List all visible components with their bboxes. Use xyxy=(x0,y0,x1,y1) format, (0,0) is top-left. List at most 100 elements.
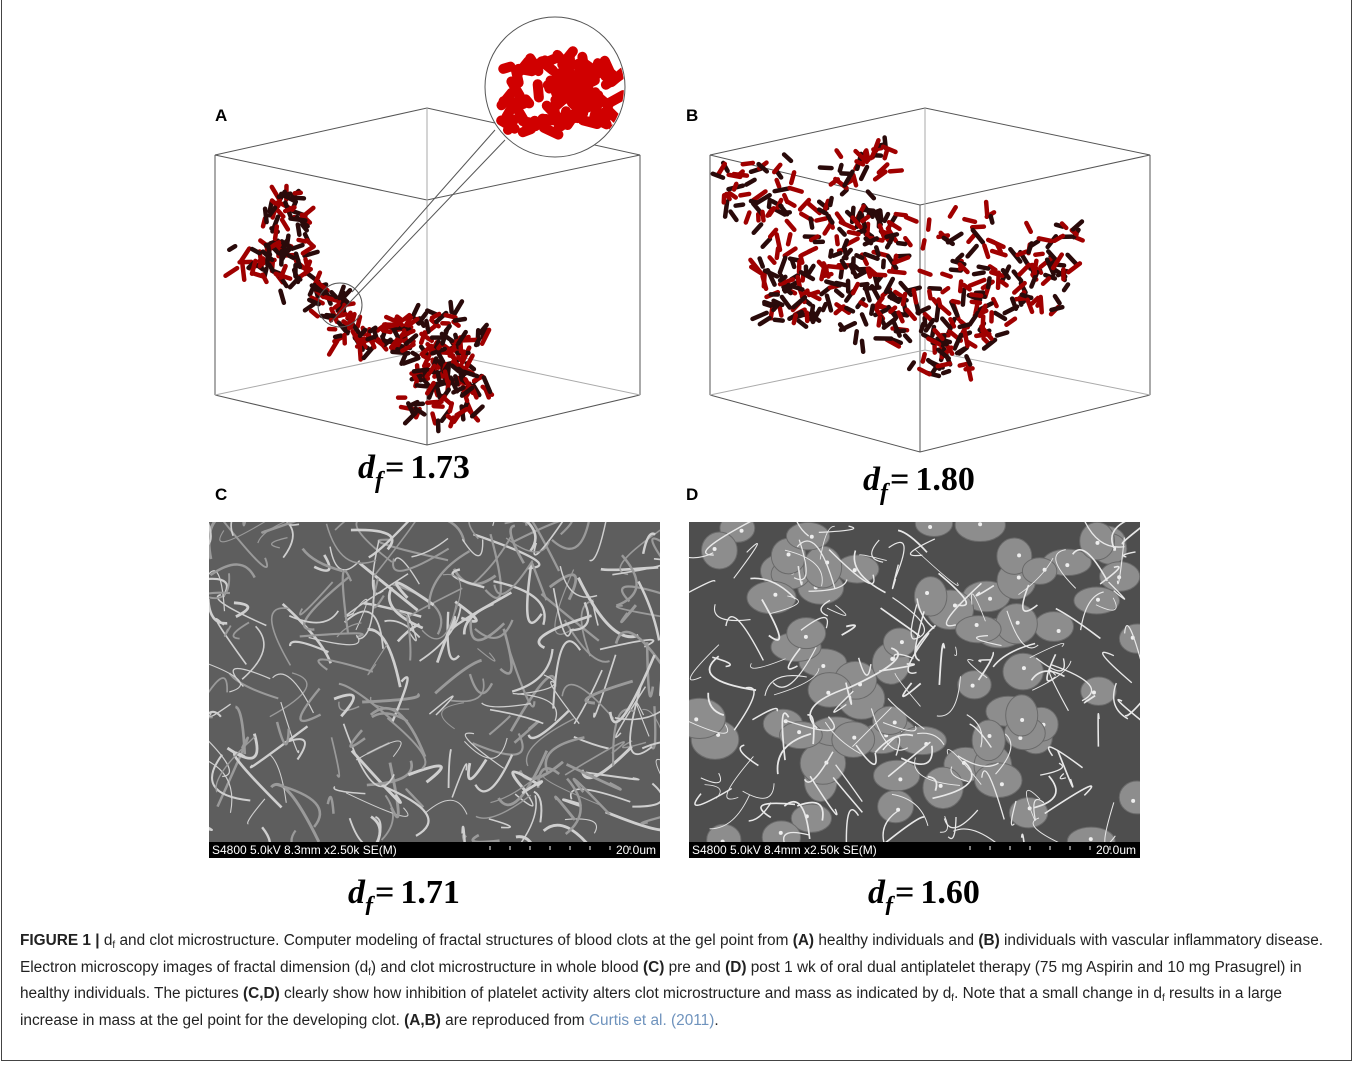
pseudopod xyxy=(787,552,791,556)
particle-rod xyxy=(1051,307,1062,310)
particle-rod xyxy=(799,321,806,327)
sem-scale: 20.0um xyxy=(616,843,656,857)
particle-rod xyxy=(929,291,930,298)
particle-rod xyxy=(862,314,866,324)
cube-b xyxy=(710,108,1150,452)
platelet xyxy=(873,706,907,734)
particle-rod xyxy=(998,273,999,288)
platelet xyxy=(956,616,1001,643)
particle-rod xyxy=(769,200,770,207)
particle-rod xyxy=(326,315,333,316)
particle-rod xyxy=(856,255,862,258)
particle-rod xyxy=(561,124,564,127)
particle-rod xyxy=(413,353,418,356)
particle-rod xyxy=(972,302,980,303)
pseudopod xyxy=(975,623,979,627)
df-equals: = xyxy=(385,449,404,486)
particle-rod xyxy=(726,194,729,199)
particle-rod xyxy=(738,171,742,175)
caption-bold: FIGURE 1 | xyxy=(20,932,104,949)
particle-rod xyxy=(751,201,757,203)
particle-rod xyxy=(282,220,288,230)
sem-settings: S4800 5.0kV 8.3mm x2.50k SE(M) xyxy=(212,843,397,857)
particle-rod xyxy=(457,409,467,415)
particle-rod xyxy=(821,288,829,294)
particle-rod xyxy=(950,207,956,216)
particle-rod xyxy=(1073,222,1082,230)
zoom-line xyxy=(352,130,495,292)
particle-rod xyxy=(997,332,1007,335)
caption-plain: ) and clot microstructure in whole blood xyxy=(371,959,643,976)
zoom-line xyxy=(330,140,505,323)
platelet xyxy=(874,760,920,791)
particle-rod xyxy=(906,217,917,221)
fiber xyxy=(155,803,212,830)
particle-rod xyxy=(923,240,925,248)
pseudopod xyxy=(971,684,975,688)
particle-rod xyxy=(831,179,838,184)
pseudopod xyxy=(898,777,902,781)
panel-label: B xyxy=(686,106,698,125)
particle-rod xyxy=(780,307,782,315)
particle-rod xyxy=(434,406,443,407)
particle-rod xyxy=(974,272,984,274)
particle-rod xyxy=(898,243,905,244)
particle-rod xyxy=(777,180,779,187)
panel-label: C xyxy=(215,485,227,504)
caption-link[interactable]: Curtis et al. (2011) xyxy=(589,1012,714,1029)
particle-rod xyxy=(885,150,887,158)
particle-rod xyxy=(827,296,831,311)
particle-rod xyxy=(438,372,440,381)
particle-rod xyxy=(943,371,949,373)
particle-rod xyxy=(914,290,916,302)
particle-rod xyxy=(960,281,961,291)
fiber xyxy=(243,495,246,525)
particle-rod xyxy=(824,274,831,276)
particle-rod xyxy=(279,194,290,197)
particle-rod xyxy=(275,226,277,238)
particle-rod xyxy=(555,90,556,94)
pseudopod xyxy=(694,717,698,721)
caption-plain: clearly show how inhibition of platelet … xyxy=(280,985,952,1002)
panel-label: D xyxy=(686,485,698,504)
particle-rod xyxy=(984,245,988,256)
df-value: 1.80 xyxy=(915,461,975,498)
pseudopod xyxy=(893,720,897,724)
df-subscript: f xyxy=(375,468,385,494)
particle-rod xyxy=(849,232,859,234)
particle-rod xyxy=(982,316,983,331)
particle-rod xyxy=(816,218,826,220)
particle-rod xyxy=(1018,252,1027,255)
particle-rod xyxy=(1038,300,1041,305)
platelet xyxy=(898,727,946,755)
particle-rod xyxy=(837,236,838,244)
pseudopod xyxy=(1022,666,1026,670)
particle-rod xyxy=(594,104,598,119)
particle-rod xyxy=(880,225,884,237)
pseudopod xyxy=(1000,782,1004,786)
caption-plain: are reproduced from xyxy=(441,1012,589,1029)
pseudopod xyxy=(713,547,717,551)
particle-rod xyxy=(718,164,725,175)
particle-rod xyxy=(535,121,538,124)
particle-rod xyxy=(417,385,426,386)
df-label: df=1.73 xyxy=(358,449,470,494)
particle-rod xyxy=(942,274,950,277)
particle-rod xyxy=(993,299,996,306)
df-subscript: f xyxy=(880,480,890,506)
particle-rod xyxy=(839,229,844,235)
particle-rod xyxy=(811,219,813,228)
particle-rod xyxy=(919,369,929,374)
df-label: df=1.80 xyxy=(863,461,975,506)
particle-rod xyxy=(476,339,479,345)
pseudopod xyxy=(1131,799,1135,803)
df-symbol: d xyxy=(358,449,376,486)
particle-rod xyxy=(790,188,802,192)
particle-rod xyxy=(1035,254,1042,255)
particle-rod xyxy=(226,268,238,276)
pseudopod xyxy=(821,664,825,668)
particle-rod xyxy=(970,280,984,286)
particle-rod xyxy=(413,374,417,381)
particle-rod xyxy=(889,271,904,273)
particle-rod xyxy=(268,245,269,252)
